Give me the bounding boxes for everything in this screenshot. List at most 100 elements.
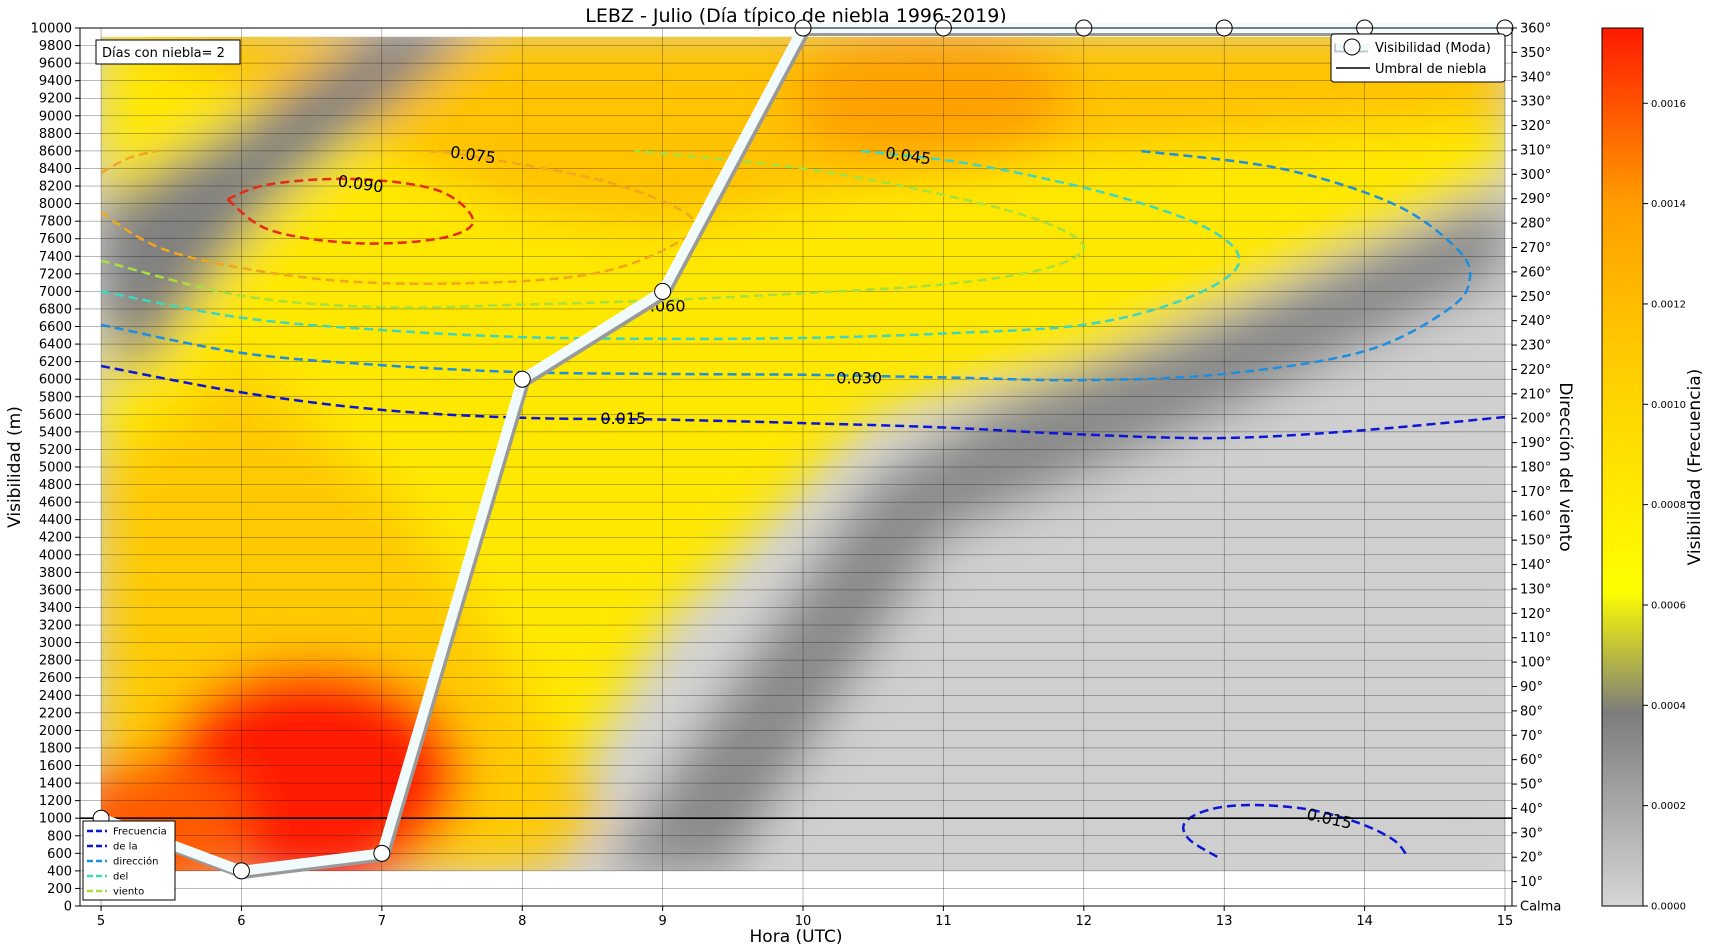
y-tick-label: 7200: [39, 267, 72, 282]
y-tick-label: 4400: [39, 513, 72, 528]
y-tick-label: 9400: [39, 74, 72, 89]
y-tick-label: 6600: [39, 320, 72, 335]
y2-tick-label: 10°: [1520, 875, 1543, 890]
contour-line-0.090: [226, 177, 475, 245]
contour-line-0.075: [100, 149, 158, 174]
y-tick-label: 6200: [39, 355, 72, 370]
y2-tick-label: 200°: [1520, 412, 1551, 427]
y-tick-label: 4800: [39, 478, 72, 493]
y-tick-label: 2000: [39, 724, 72, 739]
colorbar-tick-label: 0.0008: [1651, 500, 1686, 511]
y-tick-label: 2800: [39, 654, 72, 669]
y-tick-label: 9200: [39, 92, 72, 107]
y-tick-label: 1600: [39, 759, 72, 774]
contour-label-0.030: 0.030: [836, 368, 882, 387]
fog-days-annotation-box: [95, 39, 241, 65]
y2-tick-label: 80°: [1520, 704, 1543, 719]
y2-tick-label: 330°: [1520, 95, 1551, 110]
y-tick-label: 7600: [39, 232, 72, 247]
y-tick-label: 5000: [39, 461, 72, 476]
y-tick-label: 2200: [39, 706, 72, 721]
legend-mode-label: Visibilidad (Moda): [1375, 41, 1491, 56]
y-tick-label: 4200: [39, 531, 72, 546]
chart-title: LEBZ - Julio (Día típico de niebla 1996-…: [585, 5, 1006, 27]
y2-tick-label: 270°: [1520, 241, 1551, 256]
y2-tick-label: 50°: [1520, 778, 1543, 793]
y2-tick-label: 70°: [1520, 729, 1543, 744]
colorbar-title: Visibilidad (Frecuencia): [1685, 369, 1705, 566]
y-tick-label: 1000: [39, 812, 72, 827]
colorbar-tick-label: 0.0004: [1651, 701, 1686, 712]
y-tick-label: 9600: [39, 57, 72, 72]
y2-tick-label: 160°: [1520, 509, 1551, 524]
colorbar-gradient: [1601, 27, 1644, 907]
colorbar-tick-label: 0.0012: [1651, 299, 1686, 310]
y-tick-label: 6400: [39, 338, 72, 353]
y2-tick-label: 30°: [1520, 826, 1543, 841]
colorbar-tick-label: 0.0000: [1651, 902, 1686, 913]
y2-tick-label: 140°: [1520, 558, 1551, 573]
contour-line-0.030: [100, 149, 1472, 382]
x-tick-label: 13: [1216, 914, 1233, 929]
y-tick-label: 5600: [39, 408, 72, 423]
y2-axis-title: Dirección del viento: [1555, 382, 1575, 551]
y-tick-label: 8800: [39, 127, 72, 142]
x-axis-ticks: 5 6 7 8 9 10 11 12 13 14 15: [97, 906, 1513, 929]
y-tick-label: 2600: [39, 671, 72, 686]
legend-threshold-label: Umbral de niebla: [1375, 62, 1487, 77]
fog-days-annotation: Días con niebla= 2: [95, 39, 241, 65]
mode-point: [654, 282, 672, 300]
y-tick-label: 10000: [31, 22, 72, 37]
y2-tick-label: 170°: [1520, 485, 1551, 500]
y2-tick-label: 280°: [1520, 217, 1551, 232]
y2-tick-label: 230°: [1520, 339, 1551, 354]
main-legend-box: [1330, 33, 1506, 83]
y2-tick-label: 20°: [1520, 851, 1543, 866]
colorbar-tick-label: 0.0014: [1651, 199, 1686, 210]
colorbar-ticks: 0.0000 0.0002 0.0004 0.0006 0.0008 0.0010 0.00…: [1643, 99, 1686, 913]
main-legend: Visibilidad (Moda) Umbral de niebla: [1330, 33, 1506, 83]
y-tick-label: 600: [47, 847, 72, 862]
y2-tick-label: 180°: [1520, 461, 1551, 476]
y-tick-label: 7800: [39, 215, 72, 230]
contour-legend-label: dirección: [113, 856, 158, 868]
x-tick-label: 6: [237, 914, 245, 929]
y-tick-label: 400: [47, 864, 72, 879]
contour-label-0.015: 0.015: [600, 409, 646, 428]
y-tick-label: 9000: [39, 109, 72, 124]
y-tick-label: 5200: [39, 443, 72, 458]
y-tick-label: 5800: [39, 390, 72, 405]
contour-line-0.075: [100, 149, 697, 285]
y-tick-label: 0: [64, 900, 72, 915]
x-tick-label: 5: [97, 914, 105, 929]
y-tick-label: 8000: [39, 197, 72, 212]
y-tick-label: 4600: [39, 496, 72, 511]
x-tick-label: 10: [795, 914, 812, 929]
x-tick-label: 12: [1076, 914, 1093, 929]
colorbar-tick-label: 0.0010: [1651, 400, 1686, 411]
y-tick-label: 7400: [39, 250, 72, 265]
mode-point: [513, 370, 531, 388]
y2-tick-label: 350°: [1520, 46, 1551, 61]
y2-tick-label: 360°: [1520, 22, 1551, 37]
x-tick-label: 15: [1497, 914, 1514, 929]
x-axis-title: Hora (UTC): [750, 927, 843, 947]
x-tick-label: 11: [935, 914, 952, 929]
contour-line-0.015: [1182, 803, 1408, 858]
y2-tick-label: 210°: [1520, 387, 1551, 402]
y2-tick-label: 110°: [1520, 631, 1551, 646]
x-tick-label: 7: [378, 914, 386, 929]
y-tick-label: 7000: [39, 285, 72, 300]
y2-tick-label: 240°: [1520, 314, 1551, 329]
y2-tick-label: 320°: [1520, 119, 1551, 134]
heat-blur-group: [80, 28, 1506, 897]
y2-tick-label: Calma: [1520, 900, 1561, 915]
y-axis-ticks: 0 200 400 600 800 1000 1200 1400 1600 1800 2000 220…: [31, 22, 80, 915]
y-tick-label: 6800: [39, 302, 72, 317]
x-tick-label: 8: [518, 914, 526, 929]
y-tick-label: 3600: [39, 583, 72, 598]
colorbar-tick-label: 0.0016: [1651, 99, 1686, 110]
y-tick-label: 3000: [39, 636, 72, 651]
contour-legend-label: Frecuencia: [113, 827, 167, 838]
